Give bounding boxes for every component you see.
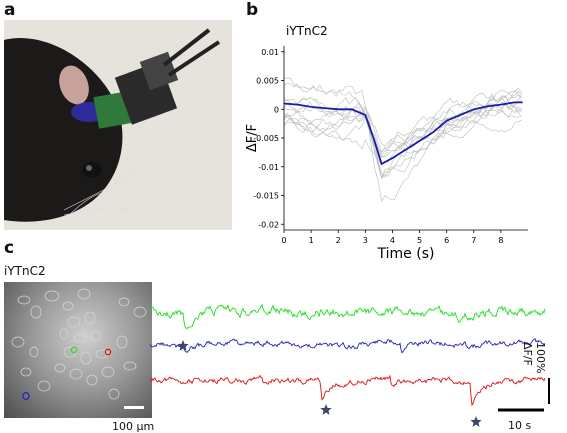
roi-image	[4, 282, 152, 418]
trial-trace	[283, 102, 522, 166]
trial-trace	[283, 118, 522, 178]
x-tick-label: 3	[363, 236, 368, 245]
y-tick-label: 0.01	[261, 48, 279, 57]
roi-red	[104, 348, 112, 356]
image-scale-label: 100 μm	[112, 420, 155, 433]
y-tick-label: 0.005	[256, 77, 279, 86]
trace-red	[149, 374, 546, 407]
y-tick-label: -0.02	[258, 220, 279, 229]
x-tick-label: 5	[417, 236, 422, 245]
trial-trace	[283, 77, 522, 179]
x-tick-label: 6	[444, 236, 449, 245]
mean-trace	[283, 101, 523, 166]
trial-trace	[283, 82, 522, 180]
mouse-illustration	[4, 20, 232, 230]
panel-b-letter: b	[246, 0, 259, 20]
trace-blue	[149, 337, 545, 354]
y-tick-label: -0.015	[253, 192, 279, 201]
panel-a-letter: a	[4, 0, 16, 20]
time-scale-label: 10 s	[508, 419, 532, 432]
x-axis-label: Time (s)	[377, 246, 435, 262]
roi-outlines	[11, 288, 147, 409]
mouse-photo	[4, 20, 232, 230]
y-tick-label: 0	[274, 105, 279, 114]
x-tick-label: 1	[309, 236, 314, 245]
trial-trace	[283, 92, 522, 158]
x-tick-label: 0	[281, 236, 286, 245]
x-tick-label: 2	[336, 236, 341, 245]
panel-c-letter: c	[4, 238, 15, 258]
roi-blue	[22, 391, 30, 400]
trial-trace	[283, 95, 522, 179]
panel-c-label: iYTnC2	[4, 264, 46, 278]
x-tick-label: 7	[471, 236, 476, 245]
trace-green	[149, 303, 546, 330]
y-axis-label: ΔF/F	[245, 124, 260, 152]
x-tick-label: 8	[498, 236, 503, 245]
event-star	[320, 404, 332, 415]
roi-green	[70, 346, 78, 354]
trial-trace	[283, 94, 522, 147]
trial-trace	[283, 102, 522, 157]
trial-trace	[283, 105, 522, 202]
trial-trace	[283, 101, 522, 154]
y-tick-label: -0.01	[258, 163, 279, 172]
x-tick-label: 4	[390, 236, 395, 245]
trial-trace	[283, 104, 522, 158]
trial-trace	[283, 91, 522, 153]
image-scale-bar	[124, 406, 144, 409]
chart-title: iYTnC2	[286, 24, 328, 38]
amplitude-scale-label: 100% ΔF/F	[521, 342, 547, 374]
event-star	[177, 340, 189, 351]
y-tick-label: -0.005	[253, 134, 279, 143]
event-star	[470, 416, 482, 427]
